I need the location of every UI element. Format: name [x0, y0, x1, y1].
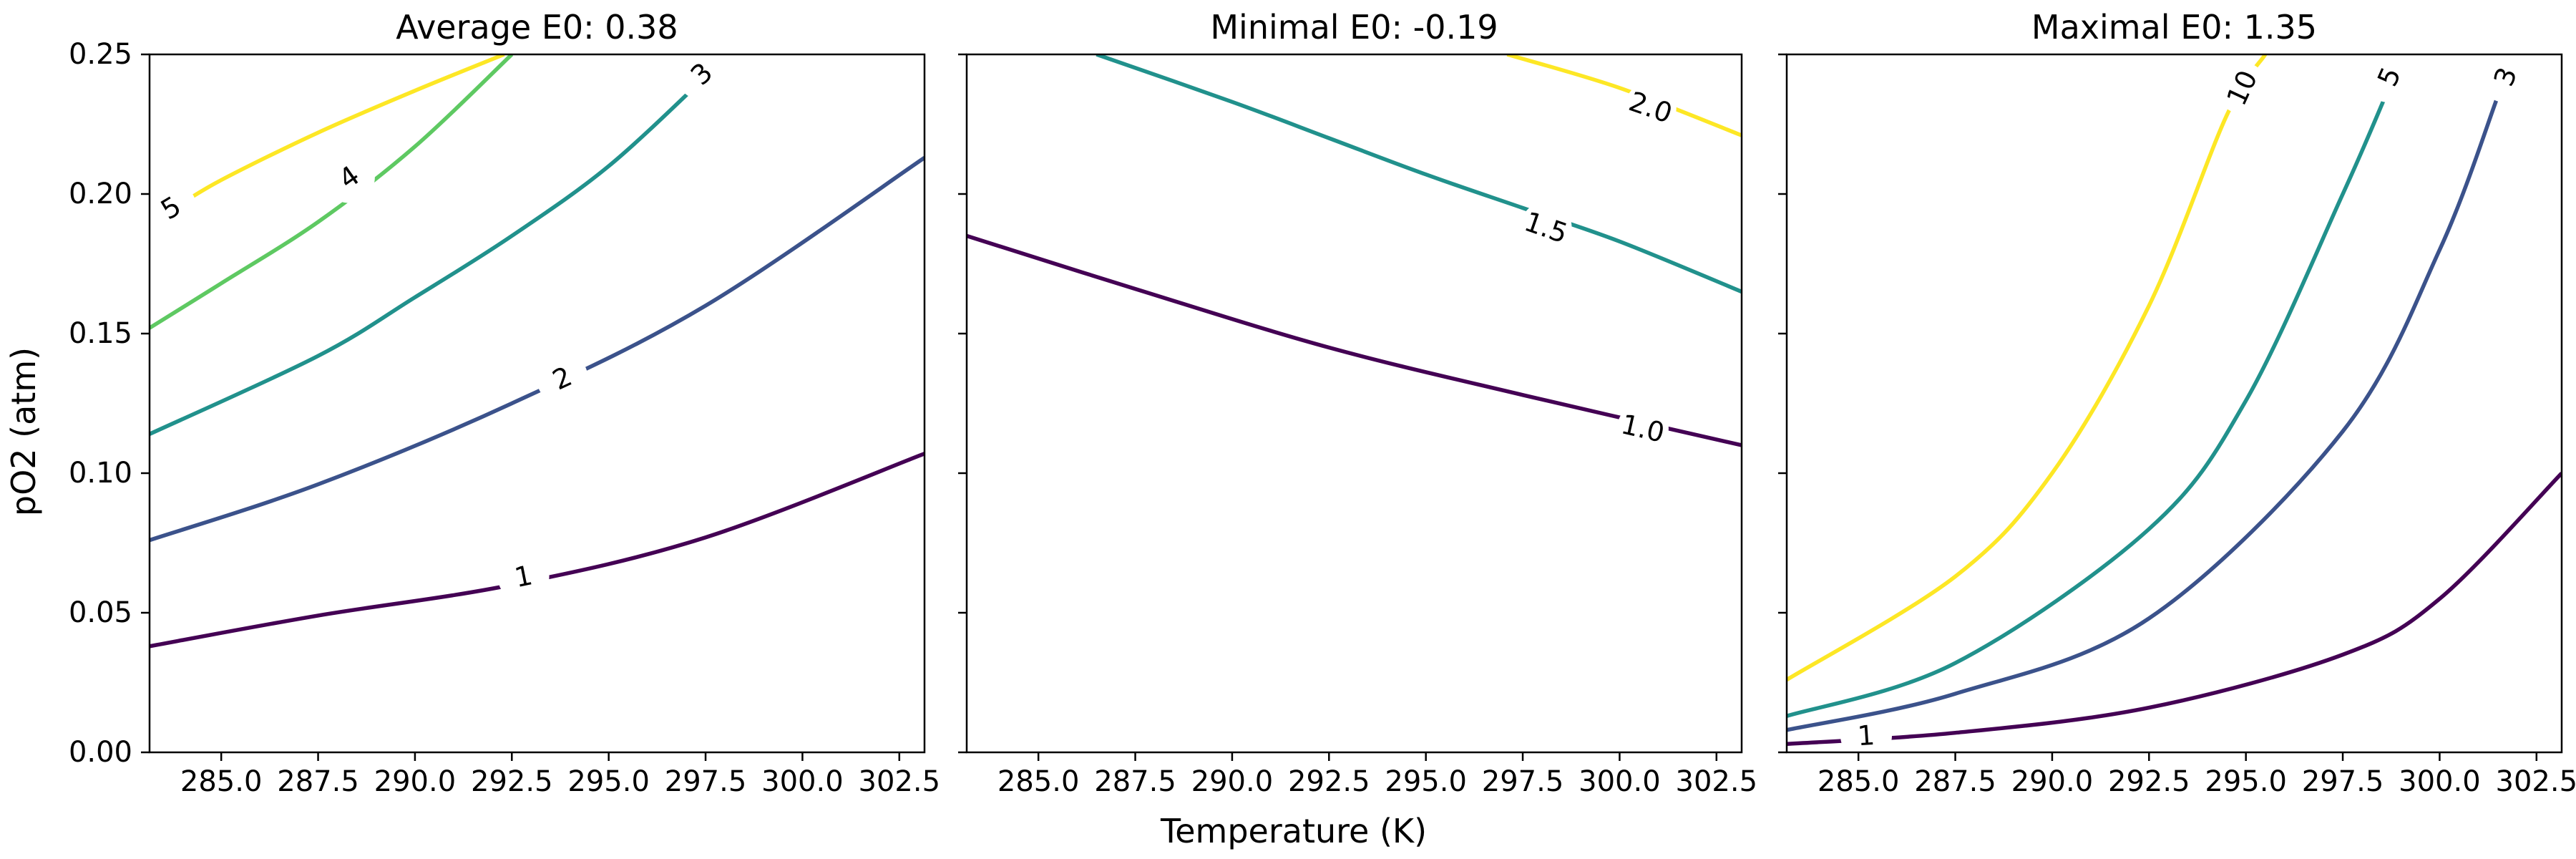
contour-lines [967, 54, 1742, 447]
contour-line-1.5 [1096, 54, 1742, 294]
panel-title: Average E0: 0.38 [396, 8, 678, 47]
contour-line-4 [150, 54, 514, 330]
contour-line-5 [173, 54, 505, 210]
x-tick-label: 287.5 [1094, 765, 1176, 798]
x-axis-ticks: 285.0 287.5 290.0 292.5 295.0 297.5 300.0 302.5 [1818, 752, 2576, 798]
contour-label: 3 [2488, 63, 2524, 90]
x-tick-label: 297.5 [2302, 765, 2384, 798]
x-tick-label: 295.0 [1385, 765, 1467, 798]
y-tick-label: 0.05 [69, 596, 132, 629]
plot-frame [965, 53, 1743, 754]
x-tick-label: 290.0 [374, 765, 457, 798]
x-tick-label: 295.0 [567, 765, 650, 798]
y-axis-ticks [958, 53, 967, 754]
x-axis-ticks: 285.0 287.5 290.0 292.5 295.0 297.5 300.0 302.5 [997, 752, 1757, 798]
contour-labels: 1.0 1.5 2.0 [1521, 85, 1677, 448]
contour-line-1.0 [967, 233, 1742, 447]
x-tick-label: 285.0 [180, 765, 263, 798]
contour-label: 1.5 [1521, 205, 1572, 249]
panel-title: Minimal E0: -0.19 [1210, 8, 1498, 47]
contour-line-1 [1787, 472, 2562, 747]
panel-3: Maximal E0: 1.35 1 3 5 10 285.0 287.5 290.0 292.… [1778, 8, 2576, 798]
x-axis-ticks: 285.0 287.5 290.0 292.5 295.0 297.5 300.0 302.5 [180, 752, 940, 798]
contour-label: 2 [548, 360, 577, 396]
contour-line-1 [150, 452, 924, 649]
contour-label: 1 [512, 559, 535, 593]
contour-line-2 [150, 156, 924, 543]
plot-frame [1785, 53, 2563, 754]
contour-label: 5 [2371, 62, 2407, 91]
contour-lines [1787, 54, 2562, 747]
contour-label: 1.0 [1619, 408, 1668, 448]
contour-line-2.0 [1506, 54, 1742, 137]
x-tick-label: 285.0 [1818, 765, 1900, 798]
x-tick-label: 292.5 [1288, 765, 1370, 798]
x-tick-label: 285.0 [997, 765, 1080, 798]
y-axis-ticks: 0.00 0.05 0.10 0.15 0.20 0.25 [69, 38, 150, 769]
x-tick-label: 297.5 [1482, 765, 1564, 798]
x-tick-label: 290.0 [1191, 765, 1274, 798]
x-tick-label: 297.5 [665, 765, 747, 798]
panel-2: Minimal E0: -0.19 1.0 1.5 2.0 285.0 287.5 290.… [958, 8, 1757, 798]
plot-frame [148, 53, 926, 754]
y-tick-label: 0.20 [69, 178, 132, 210]
x-axis-label: Temperature (K) [1160, 812, 1427, 850]
y-tick-label: 0.25 [69, 38, 132, 71]
y-tick-label: 0.00 [69, 736, 132, 769]
panel-title: Maximal E0: 1.35 [2031, 8, 2317, 47]
x-tick-label: 300.0 [761, 765, 844, 798]
contour-lines [150, 54, 924, 649]
x-tick-label: 302.5 [859, 765, 941, 798]
contour-label: 2.0 [1625, 85, 1676, 129]
x-tick-label: 300.0 [1579, 765, 1661, 798]
x-tick-label: 287.5 [277, 765, 359, 798]
x-tick-label: 302.5 [2496, 765, 2576, 798]
contour-line-3 [150, 75, 707, 436]
x-tick-label: 287.5 [1914, 765, 1996, 798]
contour-line-5 [1787, 95, 2388, 718]
contour-label: 1 [1856, 719, 1875, 752]
y-axis-label: pO2 (atm) [4, 347, 43, 516]
x-tick-label: 290.0 [2011, 765, 2094, 798]
y-tick-label: 0.10 [69, 457, 132, 490]
x-tick-label: 300.0 [2399, 765, 2481, 798]
x-tick-label: 302.5 [1676, 765, 1758, 798]
contour-line-10 [1787, 54, 2268, 681]
contour-label: 10 [2220, 66, 2263, 110]
y-tick-label: 0.15 [69, 317, 132, 350]
contour-line-3 [1787, 95, 2500, 732]
x-tick-label: 292.5 [471, 765, 553, 798]
contour-label: 5 [155, 190, 186, 225]
contour-labels: 1 3 5 10 [1856, 62, 2523, 752]
x-tick-label: 295.0 [2205, 765, 2287, 798]
contour-label: 3 [685, 57, 719, 92]
x-tick-label: 292.5 [2108, 765, 2190, 798]
y-axis-ticks [1778, 53, 1787, 754]
